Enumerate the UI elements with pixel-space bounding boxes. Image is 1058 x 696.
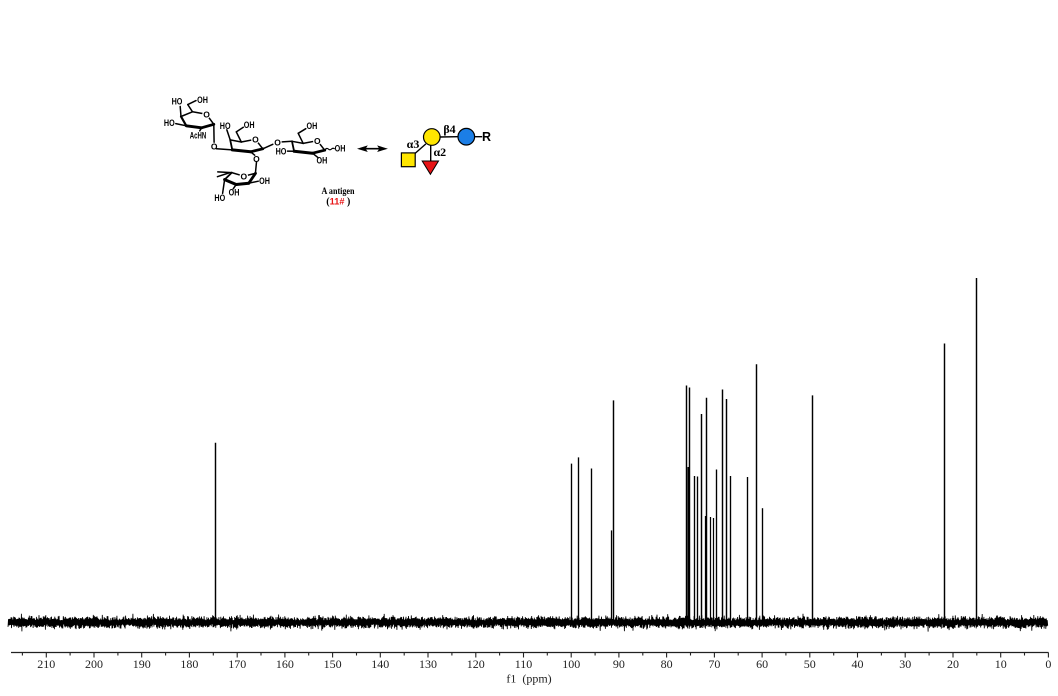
svg-text:HO: HO	[172, 96, 183, 106]
svg-text:150: 150	[324, 657, 342, 671]
svg-text:HO: HO	[164, 118, 175, 128]
svg-text:70: 70	[708, 657, 720, 671]
svg-text:170: 170	[228, 657, 246, 671]
svg-text:(11# ): (11# )	[326, 197, 350, 208]
svg-text:110: 110	[515, 657, 533, 671]
svg-text:200: 200	[85, 657, 103, 671]
svg-text:OH: OH	[244, 120, 255, 130]
svg-text:HO: HO	[220, 121, 231, 131]
svg-text:HO: HO	[276, 146, 287, 156]
svg-text:180: 180	[180, 657, 198, 671]
svg-text:140: 140	[371, 657, 389, 671]
svg-text:α3: α3	[407, 137, 420, 151]
svg-text:30: 30	[899, 657, 911, 671]
svg-text:OH: OH	[335, 144, 346, 154]
svg-text:50: 50	[804, 657, 816, 671]
svg-text:O: O	[211, 142, 218, 152]
svg-text:A antigen: A antigen	[322, 186, 355, 196]
svg-text:80: 80	[661, 657, 673, 671]
svg-text:β4: β4	[443, 122, 455, 136]
svg-text:210: 210	[37, 657, 55, 671]
svg-text:O: O	[240, 171, 247, 181]
svg-text:OH: OH	[259, 176, 270, 186]
svg-text:R: R	[482, 130, 491, 144]
svg-text:190: 190	[133, 657, 151, 671]
svg-text:O: O	[253, 154, 260, 164]
svg-text:160: 160	[276, 657, 294, 671]
svg-text:OH: OH	[307, 121, 318, 131]
svg-text:O: O	[314, 136, 321, 146]
svg-text:100: 100	[562, 657, 580, 671]
svg-text:α2: α2	[433, 145, 446, 159]
svg-text:O: O	[203, 110, 210, 120]
svg-text:60: 60	[756, 657, 768, 671]
svg-text:120: 120	[467, 657, 485, 671]
svg-text:OH: OH	[197, 95, 208, 105]
svg-text:OH: OH	[229, 188, 240, 198]
svg-text:10: 10	[995, 657, 1007, 671]
svg-text:OH: OH	[317, 156, 328, 166]
svg-text:f1 (ppm): f1 (ppm)	[506, 672, 551, 686]
svg-text:20: 20	[947, 657, 959, 671]
svg-text:40: 40	[852, 657, 864, 671]
svg-text:O: O	[252, 135, 259, 145]
svg-text:O: O	[274, 138, 281, 148]
svg-text:130: 130	[419, 657, 437, 671]
svg-text:HO: HO	[214, 193, 225, 203]
svg-text:0: 0	[1045, 657, 1051, 671]
svg-text:AcHN: AcHN	[190, 131, 207, 142]
svg-text:90: 90	[613, 657, 625, 671]
